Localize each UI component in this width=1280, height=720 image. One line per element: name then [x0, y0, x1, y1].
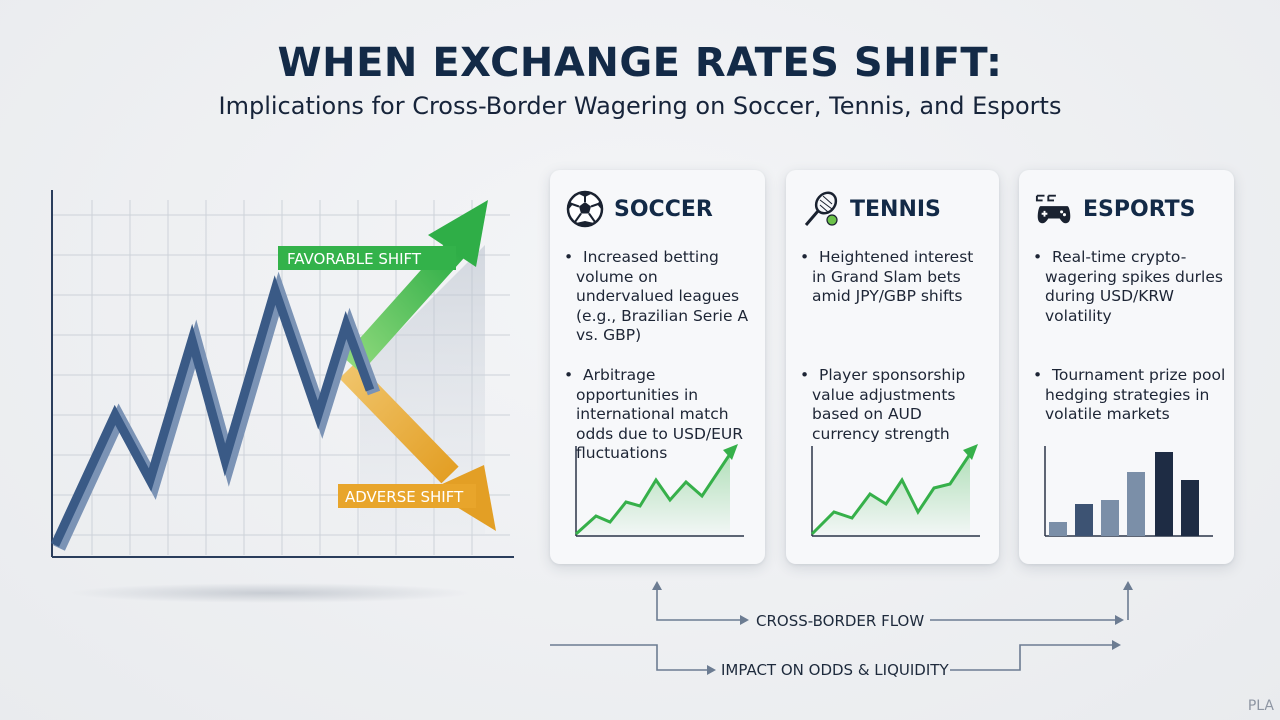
esports-bar-3: [1101, 500, 1119, 536]
card-esports-bullet-2: Tournament prize pool hedging strategies…: [1033, 366, 1226, 425]
card-tennis-bullet-2: Player sponsorship value adjustments bas…: [800, 366, 991, 444]
esports-bar-4: [1127, 472, 1145, 536]
card-esports-bar-chart: [1044, 446, 1213, 537]
card-tennis-trend-chart: [810, 444, 980, 537]
cross-border-flow-label: CROSS-BORDER FLOW: [756, 612, 925, 630]
page-title: WHEN EXCHANGE RATES SHIFT:: [277, 40, 1003, 86]
card-tennis-title: TENNIS: [850, 196, 941, 222]
card-soccer-bullet-1: Increased betting volume on undervalued …: [564, 248, 757, 346]
chart-shadow: [70, 583, 470, 603]
flow-connectors: [550, 581, 1133, 675]
card-esports: ESPORTS Real-time crypto-wagering spikes…: [1019, 170, 1234, 564]
esports-bar-2: [1075, 504, 1093, 536]
page-subtitle: Implications for Cross-Border Wagering o…: [218, 92, 1062, 120]
card-soccer: SOCCER Increased betting volume on under…: [550, 170, 765, 564]
card-soccer-header: SOCCER: [566, 190, 713, 228]
adverse-shift-text: ADVERSE SHIFT: [345, 488, 464, 506]
card-esports-title: ESPORTS: [1083, 196, 1196, 222]
card-tennis-header: TENNIS: [802, 190, 941, 228]
game-controller-icon: [1035, 190, 1073, 228]
esports-bar-6: [1181, 480, 1199, 536]
favorable-shift-label: FAVORABLE SHIFT: [278, 246, 456, 270]
esports-bar-1: [1049, 522, 1067, 536]
favorable-shift-text: FAVORABLE SHIFT: [287, 250, 422, 268]
card-tennis-bullet-1: Heightened interest in Grand Slam bets a…: [800, 248, 991, 307]
adverse-shift-label: ADVERSE SHIFT: [338, 484, 476, 508]
esports-bar-5: [1155, 452, 1173, 536]
exchange-rate-line: [50, 271, 381, 551]
card-tennis: TENNIS Heightened interest in Grand Slam…: [786, 170, 999, 564]
main-exchange-chart: FAVORABLE SHIFT ADVERSE SHIFT: [50, 190, 514, 603]
tennis-racket-icon: [802, 190, 840, 228]
soccer-ball-icon: [566, 190, 604, 228]
card-soccer-title: SOCCER: [614, 196, 713, 222]
card-soccer-bullet-2: Arbitrage opportunities in international…: [564, 366, 757, 464]
watermark: PLA: [1247, 698, 1274, 714]
card-soccer-trend-chart: [574, 444, 744, 537]
card-esports-header: ESPORTS: [1035, 190, 1196, 228]
card-esports-bullet-1: Real-time crypto-wagering spikes durles …: [1033, 248, 1226, 326]
impact-on-odds-label: IMPACT ON ODDS & LIQUIDITY: [721, 661, 949, 679]
